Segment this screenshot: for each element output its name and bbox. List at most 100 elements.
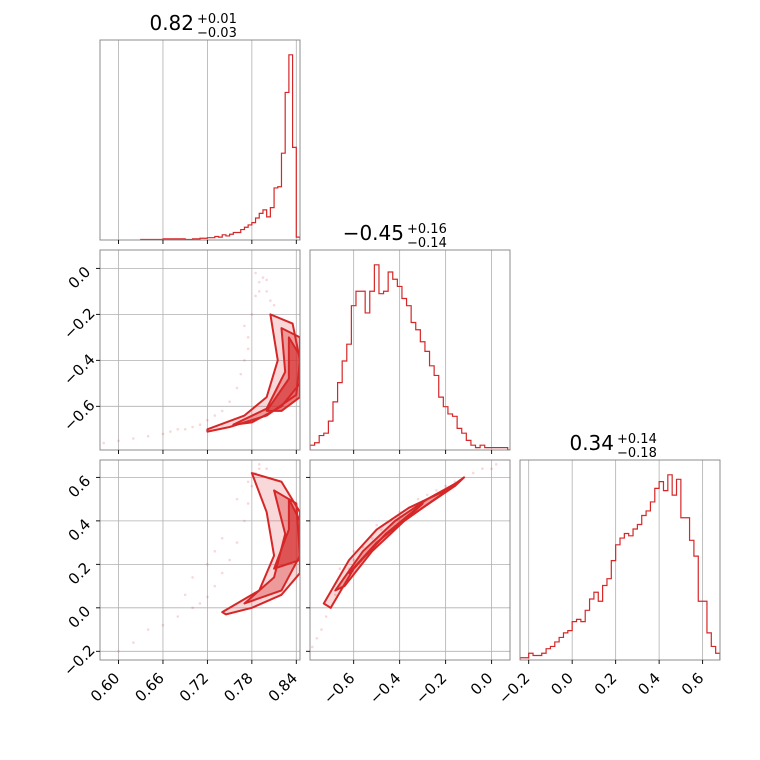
scatter-point (324, 615, 328, 618)
scatter-point (243, 359, 246, 362)
panel-title-minus: −0.03 (197, 26, 237, 41)
panel-plot-area (310, 463, 498, 649)
scatter-point (191, 576, 194, 579)
scatter-point (146, 628, 150, 631)
scatter-point (146, 434, 150, 438)
scatter-point (198, 423, 202, 427)
scatter-point (254, 294, 257, 298)
panel-plot-area (310, 264, 510, 450)
x-tick-label: 0.0 (547, 669, 577, 699)
scatter-point (250, 484, 254, 488)
x-tick-label: −0.6 (320, 669, 358, 707)
scatter-point (246, 502, 250, 505)
scatter-point (265, 278, 268, 282)
scatter-point (117, 439, 120, 443)
density-contour (243, 489, 300, 605)
x-tick-label: 0.2 (591, 669, 621, 699)
panel-title-minus: −0.18 (617, 446, 657, 461)
panel-frame (99, 39, 301, 241)
scatter-point (416, 497, 420, 501)
scatter-point (246, 347, 250, 351)
scatter-point (169, 430, 172, 433)
y-tick-label: 0.0 (65, 263, 95, 293)
panel-title-plus: +0.01 (197, 12, 237, 27)
scatter-point (444, 484, 447, 488)
scatter-point (257, 463, 261, 466)
panel-title-value: 0.34 (569, 431, 614, 455)
scatter-point (183, 593, 187, 597)
scatter-point (261, 276, 265, 279)
scatter-point (132, 437, 135, 440)
scatter-point (272, 303, 276, 307)
panel-frame (99, 459, 301, 661)
scatter-point (235, 541, 239, 544)
scatter-point (235, 497, 239, 501)
y-tick-label: −0.6 (60, 396, 98, 434)
scatter-point (254, 271, 257, 275)
scatter-point (425, 493, 429, 497)
density-contour (348, 502, 424, 575)
scatter-point (213, 584, 217, 588)
panel-0-0: 0.82 +0.01−0.03 (99, 11, 301, 244)
scatter-point (375, 523, 378, 527)
scatter-point (338, 567, 342, 570)
x-tick-label: 0.72 (176, 669, 212, 705)
scatter-point (257, 467, 261, 470)
panel-2-1: −0.6 −0.4 −0.2 0.0 (306, 459, 511, 708)
histogram-step-line (520, 474, 720, 660)
scatter-point (183, 428, 187, 431)
scatter-point (243, 519, 246, 523)
scatter-point (220, 409, 224, 413)
x-tick-label: 0.0 (467, 669, 497, 699)
scatter-point (250, 313, 254, 316)
y-tick-label: 0.2 (65, 559, 95, 589)
scatter-point (352, 558, 355, 562)
scatter-point (213, 550, 217, 553)
histogram-step-line (140, 54, 300, 240)
y-tick-label: 0.6 (65, 472, 95, 502)
panel-2-2: −0.2 0.0 0.2 0.4 0.6 0.34 +0.14−0.18 (495, 431, 721, 708)
scatter-point (481, 467, 484, 470)
scatter-point (191, 606, 194, 610)
scatter-point (206, 418, 209, 422)
scatter-point (220, 536, 224, 540)
scatter-point (370, 536, 374, 540)
panel-2-0: 0.60 0.66 0.72 0.78 0.84 −0.2 0.0 0.2 0.4 0.6 (60, 459, 301, 705)
y-tick-label: −0.4 (60, 350, 98, 388)
y-tick-label: 0.4 (65, 515, 95, 545)
scatter-point (352, 550, 355, 553)
x-tick-label: −0.4 (366, 669, 404, 707)
scatter-point (161, 432, 165, 436)
scatter-point (161, 623, 165, 627)
scatter-point (246, 336, 250, 339)
x-tick-label: 0.6 (678, 669, 708, 699)
scatter-point (228, 400, 231, 404)
x-tick-label: 0.4 (634, 669, 664, 699)
scatter-point (246, 480, 250, 484)
x-tick-label: 0.84 (265, 669, 301, 705)
scatter-point (132, 641, 135, 644)
panel-title-minus: −0.14 (407, 236, 447, 251)
scatter-point (235, 386, 239, 390)
panel-title-value: −0.45 (343, 221, 404, 245)
x-tick-label: 0.60 (87, 669, 123, 705)
panel-plot-area (520, 474, 720, 660)
y-tick-label: −0.2 (60, 641, 98, 679)
panel-frame (519, 459, 721, 661)
panel-frame (99, 249, 301, 451)
density-contour (334, 482, 456, 592)
panel-title-value: 0.82 (149, 11, 194, 35)
scatter-point (243, 324, 246, 328)
scatter-point (257, 280, 261, 284)
scatter-point (265, 290, 268, 293)
scatter-point (176, 615, 180, 618)
scatter-point (471, 471, 475, 475)
scatter-point (198, 602, 202, 605)
scatter-point (257, 290, 261, 293)
histogram-step-line (310, 264, 510, 450)
panel-1-0: −0.6 −0.4 −0.2 0.0 (60, 249, 301, 454)
scatter-point (333, 593, 337, 597)
panel-frame (309, 249, 511, 451)
density-contour (322, 476, 466, 609)
